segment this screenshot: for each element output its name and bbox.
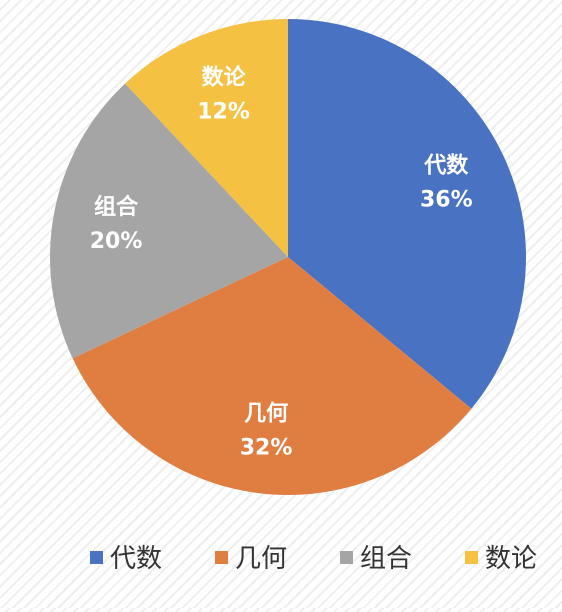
pie-data-labels: 代数 36% 几何 32% 组合 20% 数论 12% <box>90 64 473 460</box>
legend-label: 组合 <box>360 544 412 574</box>
legend-swatch <box>90 551 103 564</box>
legend-item: 组合 <box>340 544 412 574</box>
legend-label: 代数 <box>110 544 162 574</box>
legend-swatch <box>340 551 353 564</box>
legend-item: 代数 <box>90 544 162 574</box>
slice-percent-label: 32% <box>240 436 293 461</box>
slice-percent-label: 36% <box>420 188 473 213</box>
legend: 代数 几何 组合 数论 <box>90 544 537 574</box>
pie-slice-0 <box>288 19 527 409</box>
slice-category-label: 组合 <box>94 194 139 220</box>
legend-item: 几何 <box>215 544 287 574</box>
pie-slice-1 <box>72 257 472 496</box>
slice-category-label: 数论 <box>202 64 247 90</box>
pie-slice-3 <box>125 19 288 257</box>
legend-item: 数论 <box>465 544 537 574</box>
slice-category-label: 几何 <box>244 401 288 427</box>
pie-slice-2 <box>49 83 288 359</box>
legend-swatch <box>215 551 228 564</box>
legend-label: 数论 <box>485 544 537 574</box>
legend-label: 几何 <box>235 544 287 574</box>
legend-swatch <box>465 551 478 564</box>
slice-percent-label: 20% <box>90 229 143 254</box>
pie-slices <box>49 19 527 496</box>
slice-percent-label: 12% <box>197 99 250 124</box>
slice-category-label: 代数 <box>423 153 469 179</box>
